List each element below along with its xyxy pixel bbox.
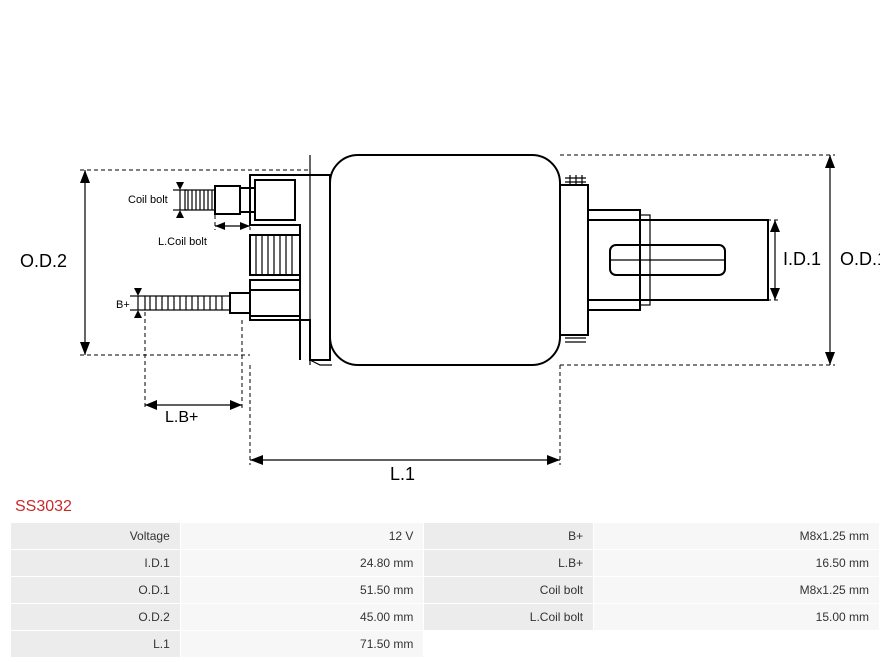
dim-coil-bolt: Coil bolt [128,182,187,218]
spec-label: Coil bolt [424,577,593,603]
spec-label: Voltage [11,523,180,549]
label-l-coil-bolt: L.Coil bolt [158,236,207,248]
b-plus-terminal [145,290,300,316]
spec-empty [424,631,593,657]
table-row: L.1 71.50 mm [11,631,879,657]
spec-value: 45.00 mm [181,604,424,630]
spec-label: L.Coil bolt [424,604,593,630]
spec-label: O.D.1 [11,577,180,603]
spec-label: O.D.2 [11,604,180,630]
label-od2: O.D.2 [20,251,67,271]
spec-label: B+ [424,523,593,549]
spec-value: M8x1.25 mm [594,523,879,549]
spec-value: 16.50 mm [594,550,879,576]
table-row: Voltage 12 V B+ M8x1.25 mm [11,523,879,549]
solenoid-body [330,155,560,365]
table-row: I.D.1 24.80 mm L.B+ 16.50 mm [11,550,879,576]
coil-bolt [185,186,240,214]
spec-label: L.1 [11,631,180,657]
dim-l-coil-bolt: L.Coil bolt [158,215,250,248]
label-coil-bolt: Coil bolt [128,194,168,206]
spec-value: 12 V [181,523,424,549]
dim-b-plus: B+ [116,288,145,318]
spec-label: L.B+ [424,550,593,576]
spec-value: M8x1.25 mm [594,577,879,603]
spec-empty [594,631,879,657]
dim-id1: I.D.1 [725,220,821,300]
spec-value: 15.00 mm [594,604,879,630]
label-lb-plus: L.B+ [165,409,198,426]
part-number: SS3032 [15,498,72,516]
label-id1: I.D.1 [783,249,821,269]
spec-value: 51.50 mm [181,577,424,603]
spec-label: I.D.1 [11,550,180,576]
table-row: O.D.2 45.00 mm L.Coil bolt 15.00 mm [11,604,879,630]
spec-value: 71.50 mm [181,631,424,657]
coil-terminal-block [255,180,295,220]
spec-value: 24.80 mm [181,550,424,576]
label-od1: O.D.1 [840,249,880,269]
plunger-assembly [560,175,768,342]
dim-l1: L.1 [250,365,560,484]
specs-table: Voltage 12 V B+ M8x1.25 mm I.D.1 24.80 m… [10,522,880,658]
table-row: O.D.1 51.50 mm Coil bolt M8x1.25 mm [11,577,879,603]
label-l1: L.1 [390,464,415,484]
label-b-plus: B+ [116,299,130,311]
l-coil-bolt-terminal [250,235,300,275]
dim-lb-plus: L.B+ [145,312,242,426]
technical-diagram: O.D.1 I.D.1 O.D.2 L.1 L.B+ [10,20,880,490]
